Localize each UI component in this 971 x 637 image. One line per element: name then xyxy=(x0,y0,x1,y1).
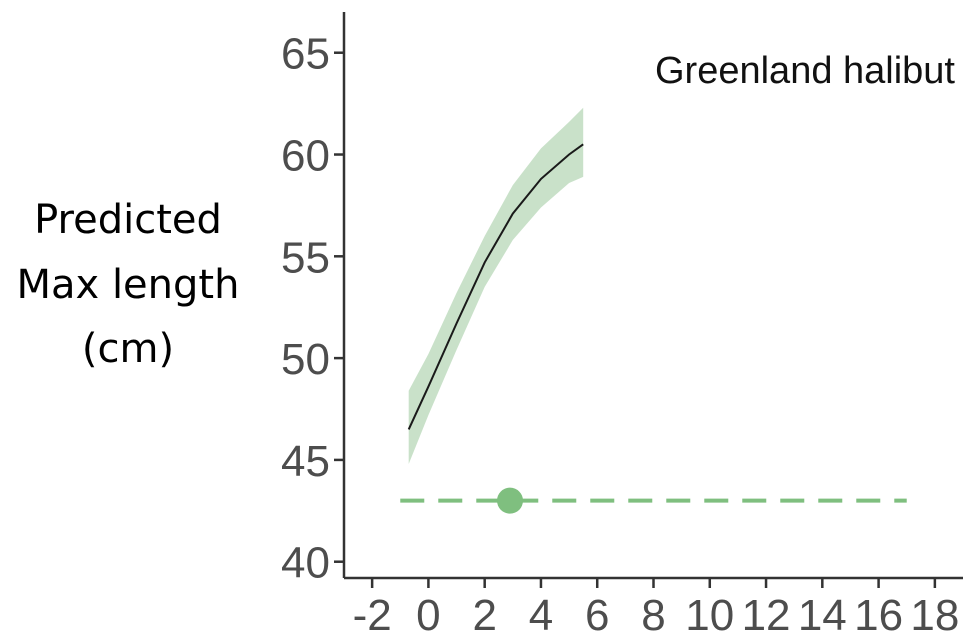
y-tick-label: 40 xyxy=(281,539,330,588)
x-tick-label: 16 xyxy=(854,591,903,637)
x-tick-label: 18 xyxy=(910,591,959,637)
y-axis-label-line: Max length xyxy=(17,262,240,308)
x-tick-label: 14 xyxy=(798,591,847,637)
x-tick-label: 6 xyxy=(585,591,609,637)
y-tick-label: 65 xyxy=(281,30,330,79)
x-tick-label: 4 xyxy=(529,591,553,637)
y-axis-label-line: (cm) xyxy=(82,326,174,372)
x-tick-label: 0 xyxy=(416,591,440,637)
x-tick-label: 10 xyxy=(685,591,734,637)
fitted-line xyxy=(407,143,584,430)
species-annotation: Greenland halibut xyxy=(655,50,955,92)
y-tick-label: 45 xyxy=(281,437,330,486)
x-tick-label: -2 xyxy=(353,591,392,637)
y-tick-label: 55 xyxy=(281,233,330,282)
plot-area xyxy=(400,107,907,514)
axes: 40 45 50 55 60 65 -2 0 2 4 6 8 10 12 14 16 18 xyxy=(281,12,963,637)
y-tick-label: 60 xyxy=(281,132,330,181)
y-tick-label: 50 xyxy=(281,335,330,384)
confidence-ribbon xyxy=(408,107,584,464)
y-axis-label: Predicted Max length (cm) xyxy=(17,197,240,372)
x-tick-label: 2 xyxy=(472,591,496,637)
x-tick-label: 8 xyxy=(641,591,665,637)
y-axis-label-line: Predicted xyxy=(34,197,222,243)
x-tick-label: 12 xyxy=(742,591,791,637)
reference-point xyxy=(497,487,524,514)
